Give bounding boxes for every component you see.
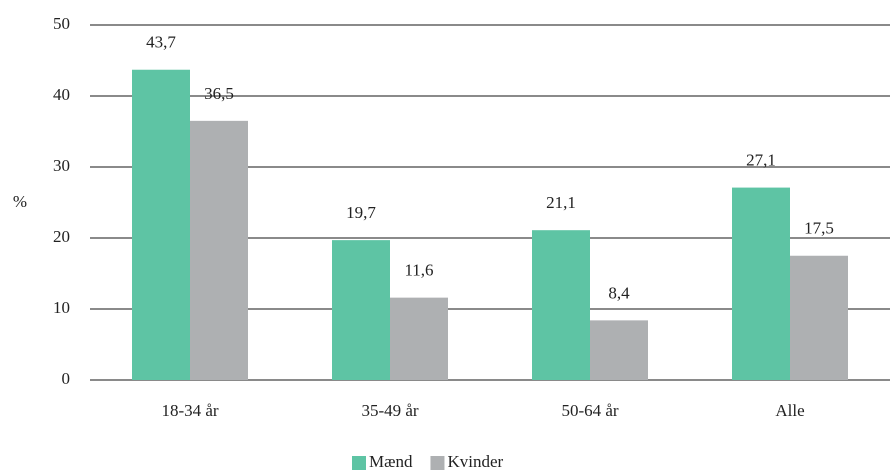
- bar: [190, 120, 248, 380]
- legend-swatch: [352, 456, 366, 470]
- bar: [390, 297, 448, 380]
- y-tick-label: 10: [53, 298, 70, 317]
- y-tick-label: 50: [53, 14, 70, 33]
- value-label: 17,5: [804, 219, 834, 238]
- value-label: 11,6: [404, 261, 433, 280]
- value-label: 19,7: [346, 203, 376, 222]
- y-tick-label: 30: [53, 156, 70, 175]
- y-axis-label: %: [13, 192, 27, 211]
- x-tick-label: 18-34 år: [161, 401, 218, 420]
- y-tick-label: 20: [53, 227, 70, 246]
- bar: [532, 230, 590, 380]
- value-label: 36,5: [204, 84, 234, 103]
- y-tick-label: 40: [53, 85, 70, 104]
- bar: [132, 69, 190, 380]
- bar: [732, 187, 790, 380]
- legend-label: Mænd: [369, 452, 413, 471]
- y-tick-label: 0: [62, 369, 71, 388]
- value-label: 8,4: [608, 283, 630, 302]
- x-tick-label: 50-64 år: [561, 401, 618, 420]
- value-label: 27,1: [746, 150, 776, 169]
- bar: [790, 255, 848, 380]
- legend-label: Kvinder: [447, 452, 503, 471]
- value-label: 21,1: [546, 193, 576, 212]
- bar: [590, 320, 648, 380]
- x-tick-label: 35-49 år: [361, 401, 418, 420]
- x-tick-label: Alle: [775, 401, 804, 420]
- value-label: 43,7: [146, 33, 176, 52]
- bar: [332, 240, 390, 380]
- legend-swatch: [430, 456, 445, 470]
